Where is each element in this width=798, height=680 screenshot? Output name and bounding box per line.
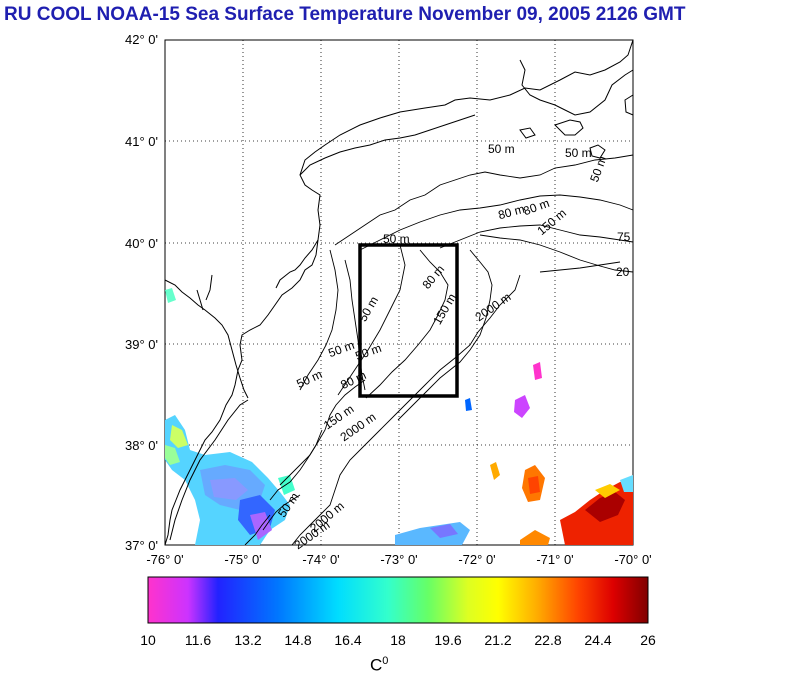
colorbar-tick-label: 16.4 (334, 632, 362, 648)
colorbar-tick-label: 10 (140, 632, 156, 648)
lat-label: 41° 0' (125, 134, 158, 149)
chart-title: RU COOL NOAA-15 Sea Surface Temperature … (4, 4, 686, 25)
colorbar-tick-label: 11.6 (184, 632, 212, 648)
isobath-label: 20 (616, 265, 630, 279)
sst-patches (165, 288, 633, 545)
lat-label: 38° 0' (125, 438, 158, 453)
lon-label: -76° 0' (146, 552, 184, 567)
isobaths (244, 154, 634, 546)
lon-label: -71° 0' (536, 552, 574, 567)
colorbar-unit-text: C (370, 655, 383, 675)
isobath-label: 50 m (488, 142, 515, 156)
lat-label: 39° 0' (125, 337, 158, 352)
lat-label: 40° 0' (125, 236, 158, 251)
colorbar-tick-label: 19.6 (434, 632, 462, 648)
colorbar-unit-sup: 0 (382, 655, 389, 667)
isobath-label: 50 m (383, 232, 410, 246)
colorbar-tick-label: 26 (640, 632, 656, 648)
colorbar-tick-label: 21.2 (484, 632, 512, 648)
colorbar-tick-label: 24.4 (584, 632, 612, 648)
colorbar-tick-label: 14.8 (284, 632, 312, 648)
lon-label: -75° 0' (224, 552, 262, 567)
lon-label: -73° 0' (380, 552, 418, 567)
lat-label: 42° 0' (125, 32, 158, 47)
colorbar-tick-label: 18 (390, 632, 406, 648)
lon-label: -74° 0' (302, 552, 340, 567)
colorbar-tick-label: 13.2 (234, 632, 262, 648)
lat-label: 37° 0' (125, 538, 158, 553)
isobath-label: 50 m (565, 146, 592, 160)
colorbar-tick-label: 22.8 (534, 632, 562, 648)
study-area-box (358, 243, 459, 398)
isobath-label: 75 (617, 230, 631, 244)
coastline (164, 39, 634, 546)
lon-label: -70° 0' (614, 552, 652, 567)
colorbar-unit: C0 (370, 655, 388, 676)
colorbar-bar (147, 576, 649, 624)
lon-label: -72° 0' (458, 552, 496, 567)
